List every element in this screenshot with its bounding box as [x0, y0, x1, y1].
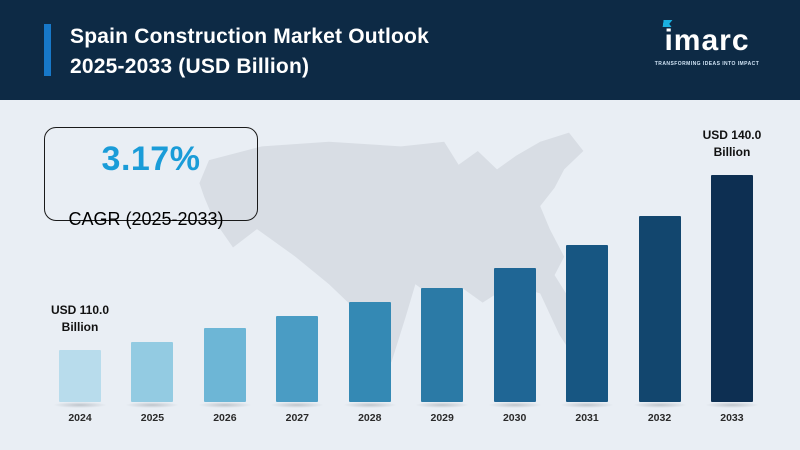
bar-2028	[348, 302, 391, 402]
cagr-value: 3.17%	[101, 140, 201, 178]
year-label: 2026	[213, 412, 237, 424]
year-label: 2032	[647, 412, 672, 424]
bar-group: 2029	[414, 288, 470, 424]
year-label: 2025	[140, 412, 165, 424]
page-title: Spain Construction Market Outlook 2025-2…	[70, 22, 429, 83]
bar-2026	[203, 328, 246, 402]
header: Spain Construction Market Outlook 2025-2…	[0, 0, 800, 100]
bar-group: 2031	[559, 245, 615, 424]
bar-chart: USD 110.0 Billion 2024 2025 2026 2027 2028 2029…	[50, 127, 762, 424]
bar-shadow	[704, 402, 759, 408]
bar-group: 2026	[197, 328, 253, 424]
bar-shadow	[197, 402, 252, 408]
bar-2030	[493, 268, 536, 402]
year-label: 2029	[430, 412, 454, 424]
bar-shadow	[53, 402, 107, 408]
bar-shadow	[560, 402, 615, 408]
imarc-logo-text: imarc	[664, 26, 749, 56]
bar-2029	[421, 288, 464, 402]
bar-2033	[710, 175, 753, 402]
bar-group: 2025	[124, 342, 180, 424]
year-label: 2030	[502, 412, 527, 424]
bar-2031	[566, 245, 609, 402]
bar-2024	[59, 350, 101, 402]
year-label: 2024	[68, 412, 92, 424]
value-annotation: USD 140.0 Billion	[702, 128, 762, 160]
bar-group: USD 110.0 Billion 2024	[50, 302, 110, 424]
title-accent-bar	[44, 24, 51, 76]
logo-tagline: TRANSFORMING IDEAS INTO IMPACT	[652, 61, 762, 67]
year-label: 2031	[575, 412, 599, 424]
bar-shadow	[415, 402, 470, 408]
bar-2027	[276, 316, 319, 402]
bar-group: 2032	[632, 216, 688, 424]
bar-group: 2027	[269, 316, 325, 424]
page-title-line1: Spain Construction Market Outlook	[70, 25, 429, 48]
page-title-line2: 2025-2033 (USD Billion)	[70, 55, 310, 79]
bar-group: 2028	[342, 302, 398, 424]
cagr-label: CAGR (2025-2033)	[68, 209, 224, 229]
bar-shadow	[632, 402, 687, 408]
bar-shadow	[270, 402, 325, 408]
bar-2032	[638, 216, 681, 402]
value-annotation: USD 110.0 Billion	[50, 303, 110, 335]
year-label: 2033	[720, 412, 744, 424]
imarc-logo: imarc TRANSFORMING IDEAS INTO IMPACT	[652, 26, 762, 67]
bar-shadow	[342, 402, 397, 408]
bar-2025	[131, 342, 174, 402]
year-label: 2028	[358, 412, 382, 424]
cagr-callout-box: 3.17% CAGR (2025-2033)	[44, 127, 258, 229]
bar-shadow	[125, 402, 180, 408]
bar-group: USD 140.0 Billion 2033	[702, 127, 762, 424]
bar-group: 2030	[487, 268, 543, 424]
tagline-text: TRANSFORMING IDEAS INTO IMPACT	[654, 61, 760, 67]
bar-shadow	[487, 402, 542, 408]
year-label: 2027	[285, 412, 309, 424]
imarc-logo-wordmark: imarc	[664, 24, 750, 57]
